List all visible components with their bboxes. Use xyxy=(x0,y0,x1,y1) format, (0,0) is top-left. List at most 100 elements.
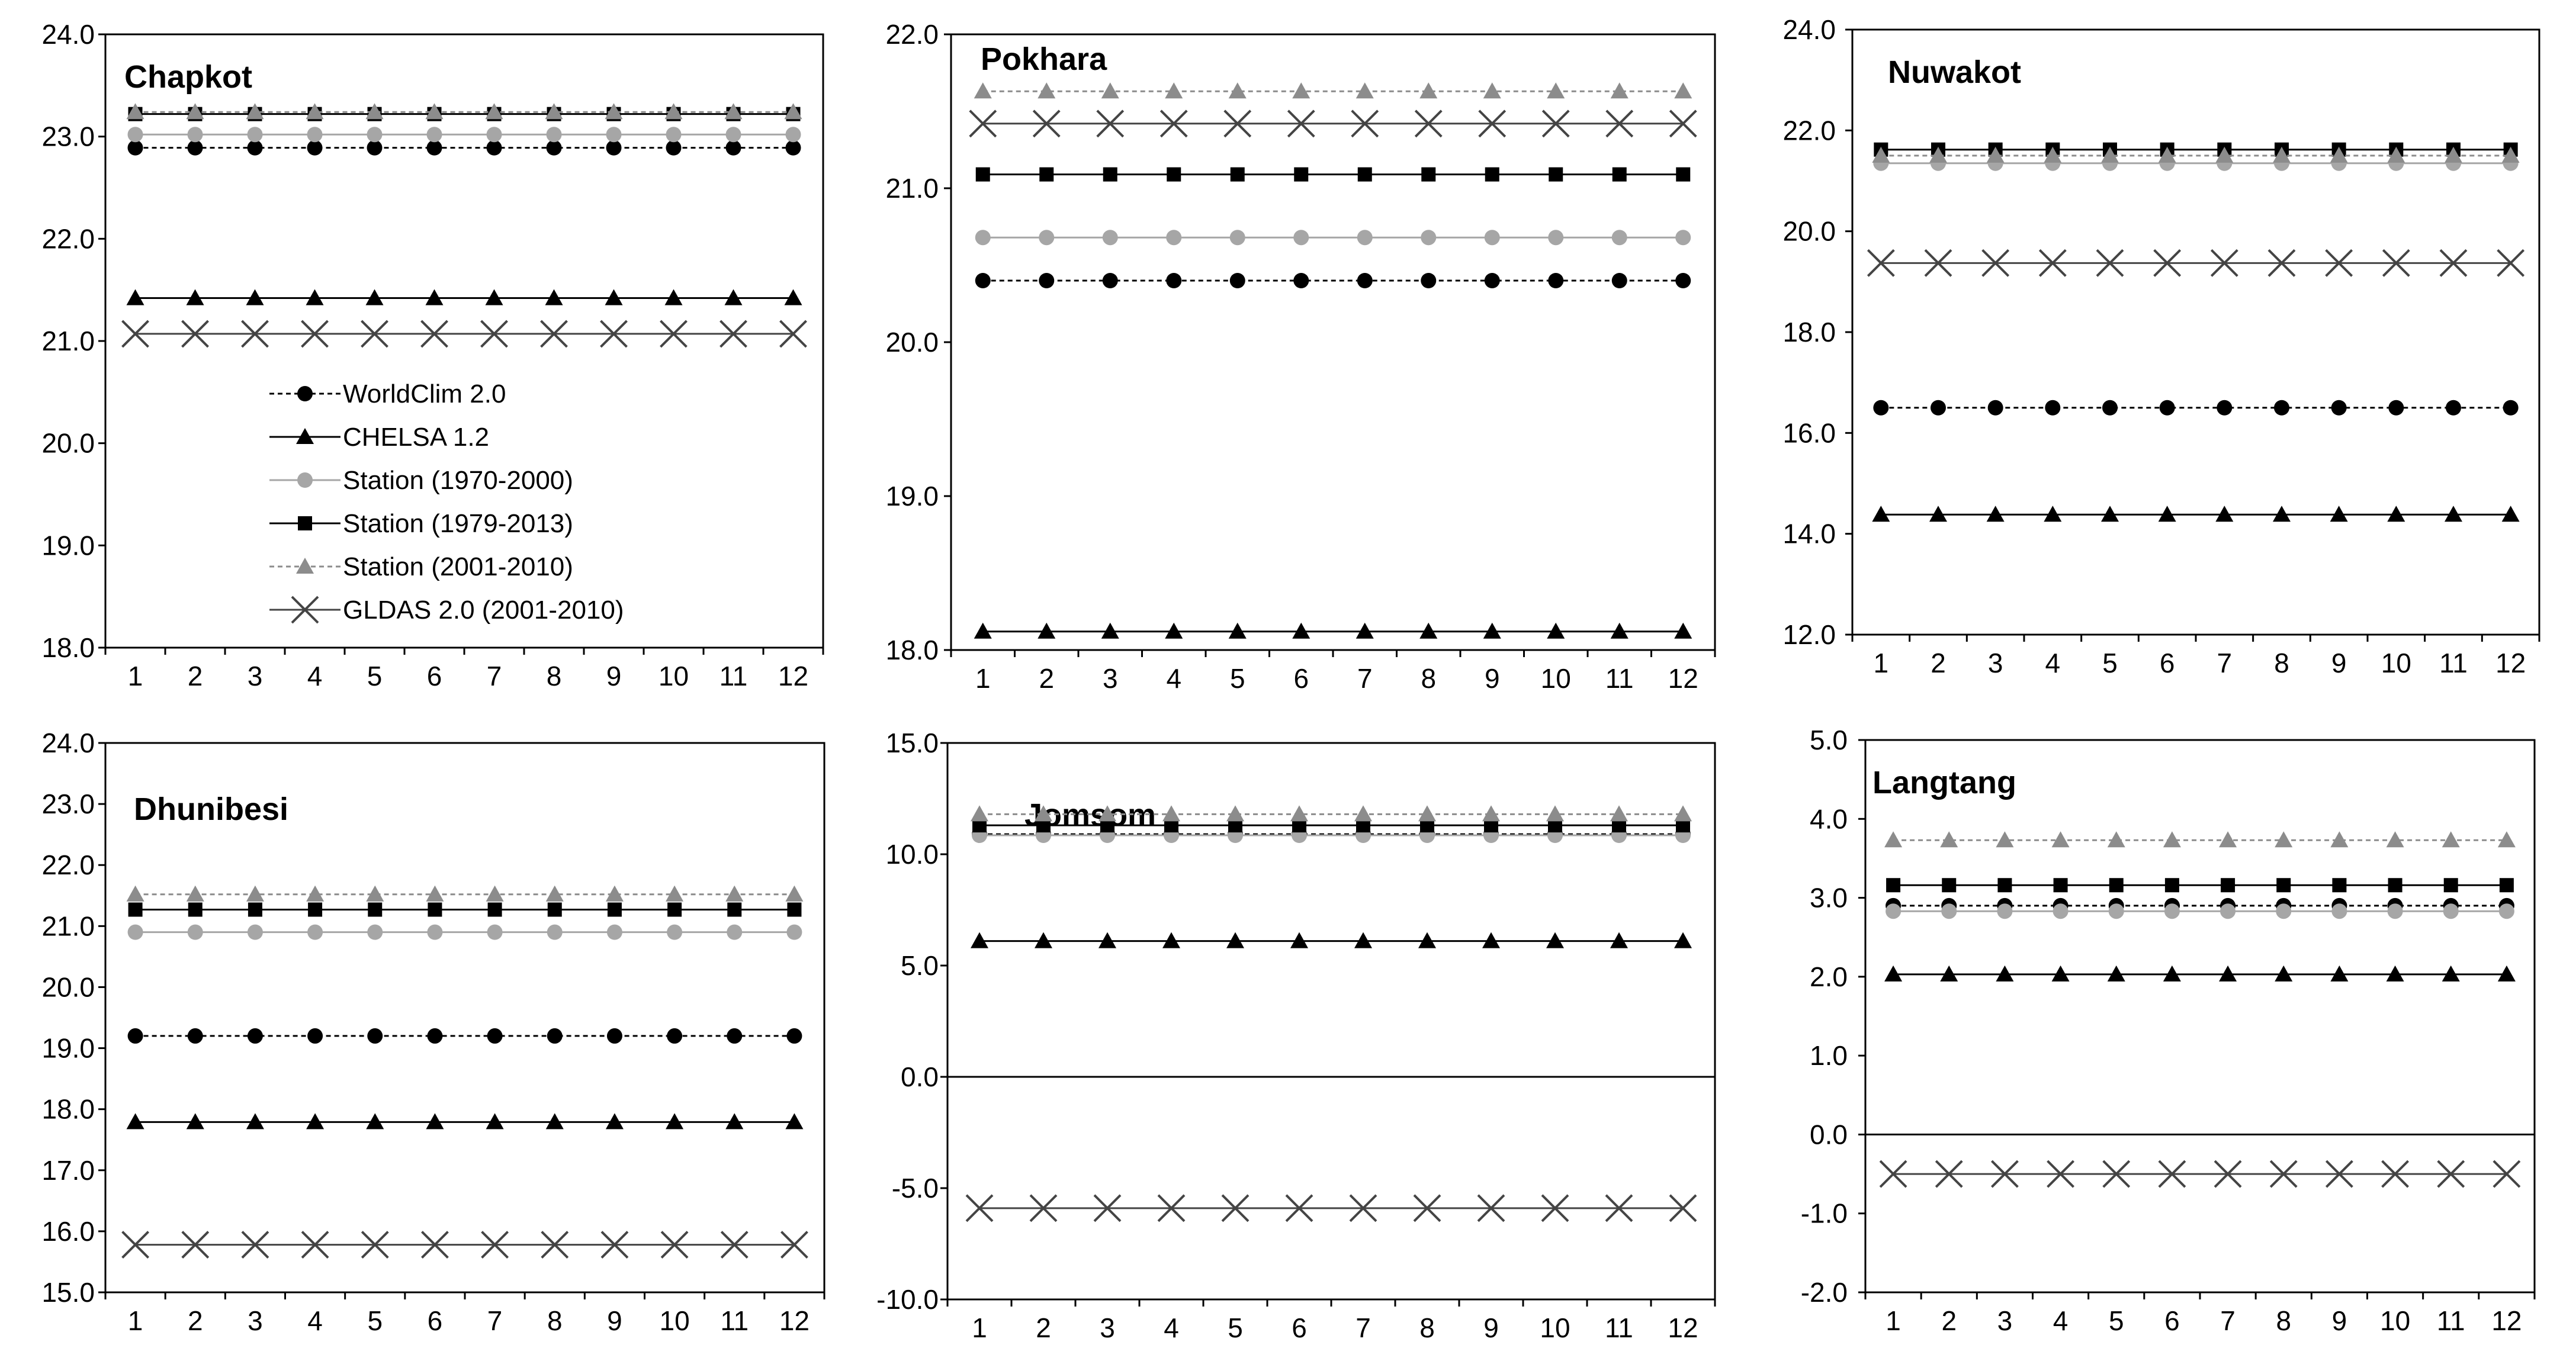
data-point xyxy=(2047,1160,2074,1188)
data-point xyxy=(1228,622,1247,639)
data-point xyxy=(1292,82,1311,99)
x-tick-label: 12 xyxy=(1668,1312,1698,1343)
series-chelsa-1-2 xyxy=(971,932,1692,948)
data-point xyxy=(2044,506,2062,522)
y-tick-label: 18.0 xyxy=(1782,317,1836,348)
data-point xyxy=(725,127,741,143)
x-tick-label: 6 xyxy=(428,1305,443,1336)
y-tick-label: 4.0 xyxy=(1810,803,1848,834)
y-tick-label: 20.0 xyxy=(885,327,939,358)
y-tick-label: 24.0 xyxy=(1782,14,1836,45)
data-point xyxy=(2220,903,2236,919)
data-point xyxy=(181,1231,210,1259)
y-tick-label: 20.0 xyxy=(1782,216,1836,247)
data-point xyxy=(1547,622,1565,639)
x-tick-label: 1 xyxy=(975,663,991,694)
series-chelsa-1-2 xyxy=(126,289,802,305)
series-station-2001-2010 xyxy=(974,82,1692,99)
y-tick-label: 24.0 xyxy=(41,19,95,50)
series-station-1979-2013 xyxy=(975,167,1691,182)
x-tick-label: 1 xyxy=(128,1305,143,1336)
data-point xyxy=(366,885,384,902)
data-point xyxy=(1483,82,1501,99)
data-point xyxy=(1987,400,2003,416)
y-tick-label: 23.0 xyxy=(41,789,95,819)
data-point xyxy=(307,1028,323,1044)
data-point xyxy=(2219,965,2237,982)
y-tick-label: 18.0 xyxy=(41,632,95,663)
series-chelsa-1-2 xyxy=(126,1113,804,1130)
x-tick-label: 2 xyxy=(188,661,203,691)
data-point xyxy=(605,289,623,305)
x-tick-label: 4 xyxy=(307,661,323,691)
x-tick-label: 9 xyxy=(2331,648,2347,678)
data-point xyxy=(546,140,562,156)
y-tick-label: 20.0 xyxy=(41,428,95,459)
series-station-2001-2010 xyxy=(1872,146,2520,163)
series-chelsa-1-2 xyxy=(1884,965,2516,982)
data-point xyxy=(1549,167,1563,182)
data-point xyxy=(1935,1160,1963,1188)
series-gldas-2-0-2001-2010 xyxy=(965,1194,1697,1222)
data-point xyxy=(247,924,263,940)
data-point xyxy=(186,103,204,120)
data-point xyxy=(1940,831,1958,848)
data-point xyxy=(547,1028,563,1044)
data-point xyxy=(126,103,144,120)
x-tick-label: 8 xyxy=(547,661,562,691)
data-point xyxy=(2382,249,2410,277)
data-point xyxy=(1929,506,1947,522)
data-point xyxy=(2210,249,2238,277)
series-station-1979-2013 xyxy=(1874,142,2518,157)
data-point xyxy=(1482,805,1500,822)
legend-marker xyxy=(298,516,312,530)
data-point xyxy=(2164,903,2180,919)
y-tick-label: 5.0 xyxy=(1810,725,1848,755)
x-tick-label: 12 xyxy=(778,661,808,691)
data-point xyxy=(971,805,988,822)
y-tick-label: 16.0 xyxy=(41,1216,95,1247)
panel-title: Langtang xyxy=(1872,765,2016,800)
data-point xyxy=(367,1028,383,1044)
data-point xyxy=(724,103,743,120)
y-tick-label: 0.0 xyxy=(1810,1119,1848,1150)
series-station-1979-2013 xyxy=(128,902,802,917)
x-tick-label: 1 xyxy=(128,661,143,691)
x-tick-label: 3 xyxy=(1100,1312,1115,1343)
data-point xyxy=(2163,965,2181,982)
data-point xyxy=(1991,1160,2019,1188)
data-point xyxy=(606,140,622,156)
data-point xyxy=(1293,230,1309,246)
data-point xyxy=(1349,1194,1377,1222)
data-point xyxy=(971,932,988,948)
data-point xyxy=(1103,167,1117,182)
panel-dhunibesi: 15.0 16.0 17.0 18.0 19.0 20.0 21.0 22.0 23.0 24.0… xyxy=(41,728,826,1336)
data-point xyxy=(975,167,990,182)
data-point xyxy=(2386,831,2404,848)
data-point xyxy=(1414,110,1443,138)
series-gldas-2-0-2001-2010 xyxy=(121,320,807,348)
data-point xyxy=(785,140,801,156)
data-point xyxy=(666,1113,684,1130)
data-point xyxy=(784,289,802,305)
data-point xyxy=(1351,110,1379,138)
data-point xyxy=(2330,146,2348,163)
plot-frame xyxy=(104,742,826,1294)
legend: WorldClim 2.0 CHELSA 1.2 Station (1970-200… xyxy=(269,379,624,625)
data-point xyxy=(247,140,263,156)
data-point xyxy=(427,924,443,940)
x-tick-label: 9 xyxy=(606,661,622,691)
data-point xyxy=(605,885,624,902)
data-point xyxy=(306,1113,325,1130)
data-point xyxy=(1674,805,1692,822)
data-point xyxy=(1674,932,1692,948)
legend-marker xyxy=(296,558,314,574)
data-point xyxy=(1421,230,1437,246)
data-point xyxy=(2276,878,2291,893)
data-point xyxy=(1419,82,1438,99)
data-point xyxy=(1986,146,2005,163)
data-point xyxy=(1290,805,1308,822)
data-point xyxy=(725,140,741,156)
x-tick-label: 7 xyxy=(487,1305,503,1336)
series-worldclim-2-0 xyxy=(127,1028,802,1044)
